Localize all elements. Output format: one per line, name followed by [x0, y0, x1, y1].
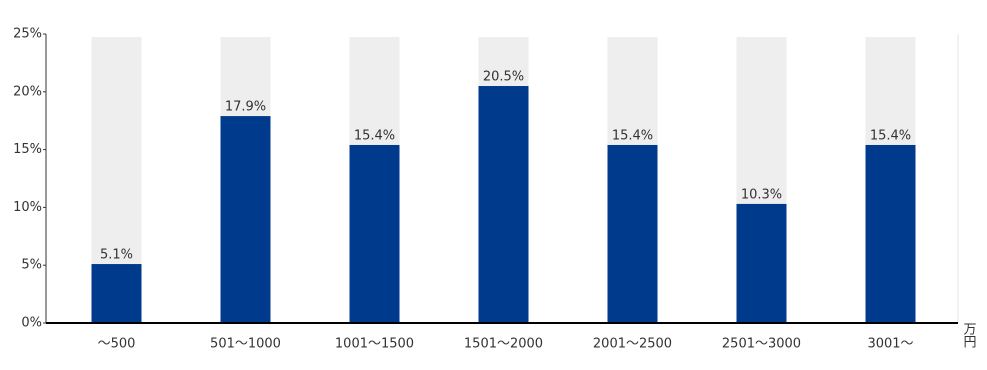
x-tick-label: ～500 [98, 337, 136, 352]
y-tick-label: 15% [13, 142, 42, 157]
value-label: 15.4% [354, 128, 395, 143]
bar [865, 144, 916, 323]
y-tick-label: 0% [21, 316, 42, 331]
value-label: 5.1% [100, 248, 133, 263]
bar [220, 116, 271, 324]
value-label: 17.9% [225, 100, 266, 115]
x-tick-label: 501～1000 [210, 337, 281, 352]
value-label: 20.5% [483, 70, 524, 85]
bar [478, 86, 529, 324]
x-tick-label: 2001～2500 [593, 337, 672, 352]
bar [91, 264, 142, 323]
value-label: 15.4% [870, 128, 911, 143]
x-tick-label: 2501～3000 [722, 337, 801, 352]
value-label: 15.4% [612, 128, 653, 143]
x-axis-unit: 万円 [961, 322, 977, 348]
x-tick-label: 1001～1500 [335, 337, 414, 352]
x-tick-label: 1501～2000 [464, 337, 543, 352]
y-tick-label: 25% [13, 27, 42, 42]
bar [349, 144, 400, 323]
y-tick-label: 20% [13, 84, 42, 99]
x-tick-label: 3001～ [867, 337, 913, 352]
value-label: 10.3% [741, 187, 782, 202]
y-tick-label: 5% [21, 258, 42, 273]
bar [736, 203, 787, 323]
y-tick-label: 10% [13, 200, 42, 215]
bar [607, 144, 658, 323]
